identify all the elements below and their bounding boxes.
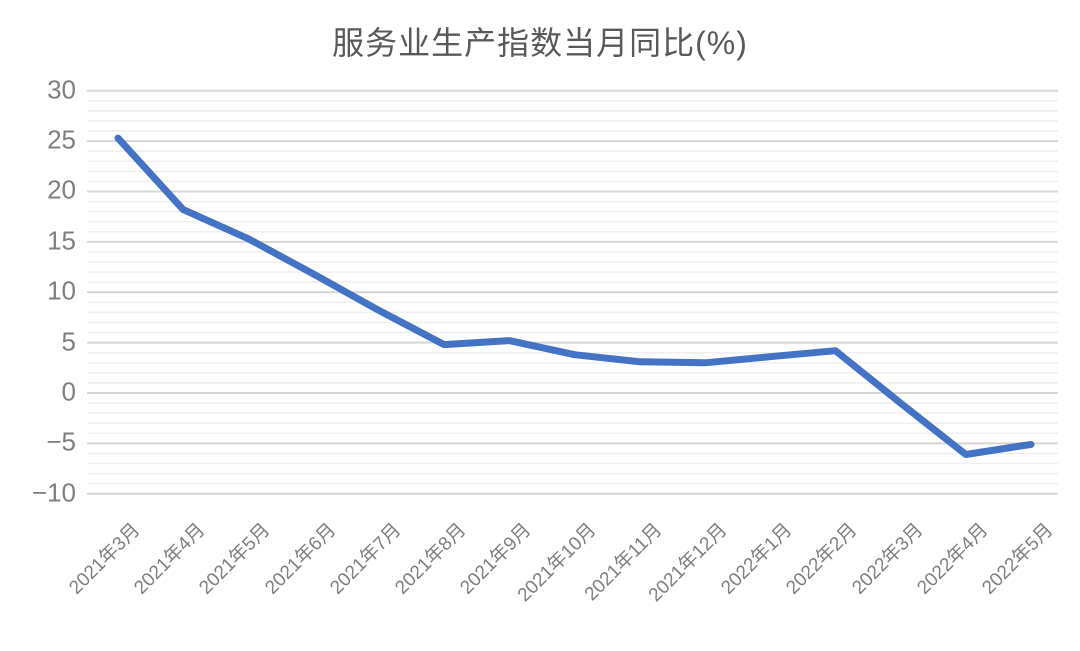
chart-title: 服务业生产指数当月同比(%) — [332, 25, 748, 61]
y-tick-label: 25 — [47, 124, 76, 155]
y-tick-label: 10 — [47, 275, 76, 306]
y-tick-label: 0 — [61, 376, 76, 407]
y-tick-label: 5 — [61, 325, 76, 356]
y-tick-label: 15 — [47, 225, 76, 256]
y-tick-label: 30 — [47, 73, 76, 104]
y-tick-label: −5 — [46, 426, 76, 457]
data-line — [114, 134, 1035, 458]
y-tick-label: −10 — [31, 477, 76, 508]
y-tick-label: 20 — [47, 174, 76, 205]
